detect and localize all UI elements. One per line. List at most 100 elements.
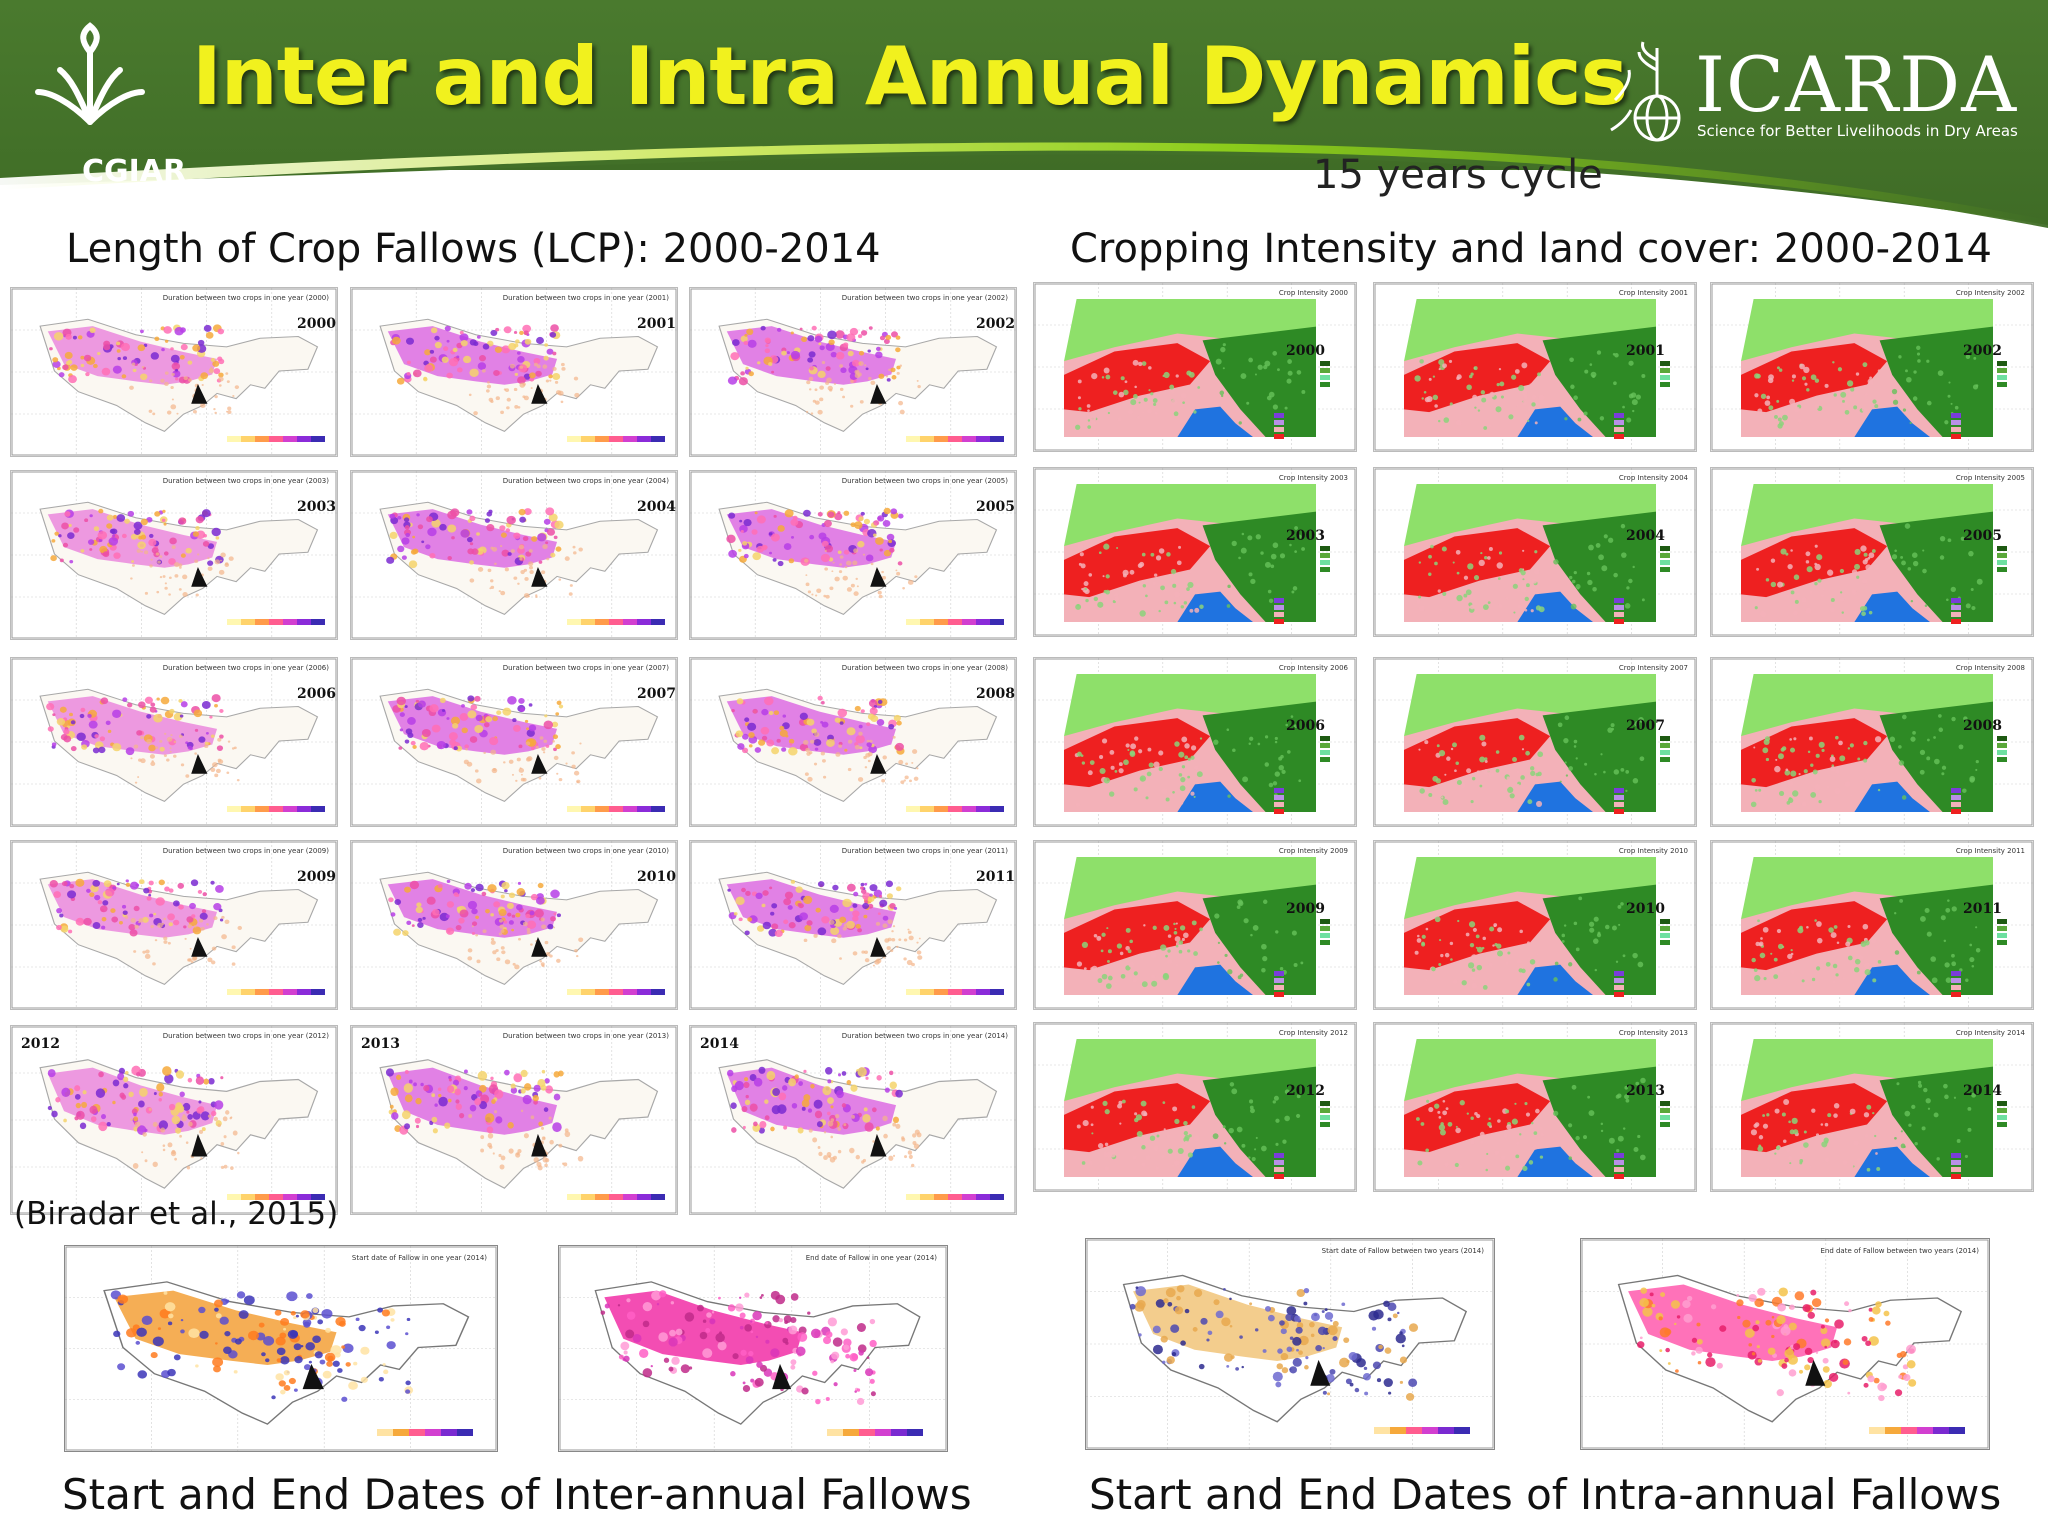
cropping-panel-caption: Crop Intensity 2013 [1619, 1029, 1688, 1037]
lcp-map-panel: Duration between two crops in one year (… [10, 840, 338, 1010]
cgiar-logo: CGIAR [30, 22, 186, 189]
icarda-logo: ICARDA Science for Better Livelihoods in… [1605, 40, 2025, 150]
lcp-year-label: 2009 [297, 869, 336, 885]
cropping-panel-caption: Crop Intensity 2011 [1956, 847, 2025, 855]
lcp-panel-caption: Duration between two crops in one year (… [503, 664, 670, 672]
cropping-year-label: 2001 [1626, 343, 1665, 359]
lcp-map-panel: Duration between two crops in one year (… [689, 1025, 1017, 1215]
lcp-map-panel: Duration between two crops in one year (… [10, 470, 338, 640]
fallow-date-map: Start date of Fallow in one year (2014) [64, 1245, 498, 1452]
lcp-year-label: 2007 [637, 686, 676, 702]
cropping-map-figure: Crop Intensity 2006 2006 [1034, 658, 1356, 826]
cropping-map-panel: Crop Intensity 2012 2012 [1033, 1022, 1357, 1192]
cropping-map-figure: Crop Intensity 2002 2002 [1711, 283, 2033, 451]
cropping-panel-caption: Crop Intensity 2006 [1279, 664, 1349, 672]
inter-annual-caption: Start and End Dates of Inter-annual Fall… [62, 1470, 972, 1519]
fallow-map-title: End date of Fallow in one year (2014) [806, 1254, 938, 1262]
cropping-map-panel: Crop Intensity 2006 2006 [1033, 657, 1357, 827]
lcp-panel-caption: Duration between two crops in one year (… [503, 1032, 670, 1040]
lcp-map-panel: Duration between two crops in one year (… [689, 657, 1017, 827]
cropping-panel-caption: Crop Intensity 2009 [1279, 847, 1348, 855]
lcp-panel-caption: Duration between two crops in one year (… [163, 294, 330, 302]
cropping-map-panel: Crop Intensity 2004 2004 [1373, 467, 1697, 637]
lcp-year-label: 2002 [976, 316, 1015, 332]
cropping-panel-caption: Crop Intensity 2010 [1619, 847, 1688, 855]
lcp-map-figure: Duration between two crops in one year (… [690, 1026, 1016, 1214]
lcp-map-panel: Duration between two crops in one year (… [350, 840, 678, 1010]
lcp-map-panel: Duration between two crops in one year (… [10, 287, 338, 457]
lcp-map-figure: Duration between two crops in one year (… [351, 658, 677, 826]
fallow-date-map: Start date of Fallow between two years (… [1085, 1238, 1495, 1450]
icarda-globe-icon [1610, 41, 1681, 142]
lcp-panel-caption: Duration between two crops in one year (… [503, 847, 670, 855]
cgiar-label: CGIAR [82, 154, 187, 189]
fallow-date-map: End date of Fallow between two years (20… [1580, 1238, 1990, 1450]
lcp-year-label: 2005 [976, 499, 1015, 515]
cropping-map-figure: Crop Intensity 2009 2009 [1034, 841, 1356, 1009]
cropping-year-label: 2011 [1963, 901, 2002, 917]
lcp-panel-caption: Duration between two crops in one year (… [163, 847, 330, 855]
cropping-panel-caption: Crop Intensity 2005 [1956, 474, 2025, 482]
cropping-map-figure: Crop Intensity 2012 2012 [1034, 1023, 1356, 1191]
lcp-map-figure: Duration between two crops in one year (… [351, 841, 677, 1009]
lcp-year-label: 2014 [700, 1036, 739, 1052]
lcp-year-label: 2012 [21, 1036, 60, 1052]
lcp-map-figure: Duration between two crops in one year (… [11, 1026, 337, 1214]
lcp-map-panel: Duration between two crops in one year (… [10, 657, 338, 827]
cropping-panel-caption: Crop Intensity 2002 [1956, 289, 2025, 297]
cropping-year-label: 2010 [1626, 901, 1665, 917]
lcp-year-label: 2004 [637, 499, 676, 515]
lcp-year-label: 2001 [637, 316, 676, 332]
lcp-map-figure: Duration between two crops in one year (… [690, 288, 1016, 456]
lcp-year-label: 2010 [637, 869, 676, 885]
cropping-map-figure: Crop Intensity 2011 2011 [1711, 841, 2033, 1009]
cropping-map-figure: Crop Intensity 2003 2003 [1034, 468, 1356, 636]
page-title: Inter and Intra Annual Dynamics [192, 30, 1628, 123]
cropping-year-label: 2004 [1626, 528, 1665, 544]
cropping-map-panel: Crop Intensity 2014 2014 [1710, 1022, 2034, 1192]
cropping-year-label: 2009 [1286, 901, 1325, 917]
cropping-map-figure: Crop Intensity 2014 2014 [1711, 1023, 2033, 1191]
fallow-map-title: Start date of Fallow in one year (2014) [352, 1254, 487, 1262]
cropping-map-panel: Crop Intensity 2007 2007 [1373, 657, 1697, 827]
cropping-map-panel: Crop Intensity 2005 2005 [1710, 467, 2034, 637]
cropping-panel-caption: Crop Intensity 2003 [1279, 474, 1348, 482]
fallow-map-title: Start date of Fallow between two years (… [1322, 1247, 1485, 1255]
lcp-map-panel: Duration between two crops in one year (… [350, 1025, 678, 1215]
fallow-date-figure: Start date of Fallow between two years (… [1086, 1239, 1494, 1449]
fallow-date-figure: Start date of Fallow in one year (2014) [65, 1246, 497, 1451]
cropping-year-label: 2002 [1963, 343, 2002, 359]
lcp-map-panel: Duration between two crops in one year (… [689, 287, 1017, 457]
fallow-date-figure: End date of Fallow in one year (2014) [559, 1246, 947, 1451]
fallow-date-map: End date of Fallow in one year (2014) [558, 1245, 948, 1452]
lcp-panel-caption: Duration between two crops in one year (… [503, 294, 670, 302]
lcp-map-figure: Duration between two crops in one year (… [11, 288, 337, 456]
cropping-year-label: 2005 [1963, 528, 2002, 544]
intra-annual-caption: Start and End Dates of Intra-annual Fall… [1089, 1470, 2002, 1519]
cropping-panel-caption: Crop Intensity 2008 [1956, 664, 2025, 672]
lcp-map-figure: Duration between two crops in one year (… [690, 471, 1016, 639]
lcp-panel-caption: Duration between two crops in one year (… [163, 664, 330, 672]
cgiar-wheat-icon [35, 22, 145, 125]
lcp-map-figure: Duration between two crops in one year (… [690, 841, 1016, 1009]
cropping-map-figure: Crop Intensity 2007 2007 [1374, 658, 1696, 826]
cropping-map-panel: Crop Intensity 2011 2011 [1710, 840, 2034, 1010]
cropping-map-panel: Crop Intensity 2003 2003 [1033, 467, 1357, 637]
cropping-panel-caption: Crop Intensity 2007 [1619, 664, 1688, 672]
lcp-map-figure: Duration between two crops in one year (… [11, 841, 337, 1009]
cropping-map-figure: Crop Intensity 2010 2010 [1374, 841, 1696, 1009]
cropping-year-label: 2014 [1963, 1083, 2002, 1099]
cropping-year-label: 2007 [1626, 718, 1665, 734]
icarda-name: ICARDA [1695, 40, 2018, 129]
citation: (Biradar et al., 2015) [14, 1196, 339, 1232]
lcp-map-panel: Duration between two crops in one year (… [10, 1025, 338, 1215]
lcp-panel-caption: Duration between two crops in one year (… [842, 664, 1009, 672]
lcp-map-figure: Duration between two crops in one year (… [351, 1026, 677, 1214]
lcp-year-label: 2011 [976, 869, 1015, 885]
lcp-year-label: 2006 [297, 686, 336, 702]
lcp-section-title: Length of Crop Fallows (LCP): 2000-2014 [66, 226, 881, 272]
lcp-map-figure: Duration between two crops in one year (… [11, 471, 337, 639]
fallow-date-figure: End date of Fallow between two years (20… [1581, 1239, 1989, 1449]
lcp-map-panel: Duration between two crops in one year (… [350, 470, 678, 640]
lcp-year-label: 2008 [976, 686, 1015, 702]
